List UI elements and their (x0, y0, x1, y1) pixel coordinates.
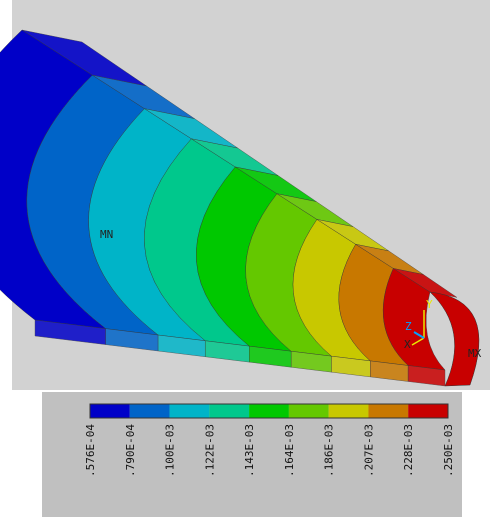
legend-label: .228E-03 (402, 424, 415, 477)
screen: MN MX Y Z X .576E-04 .790E-04 .100E-03 .122… (0, 0, 496, 517)
legend-label: .100E-03 (164, 424, 177, 477)
legend-label: .250E-03 (442, 424, 455, 477)
legend-swatch (90, 404, 130, 418)
legend-swatch (368, 404, 408, 418)
legend-label: .207E-03 (362, 424, 375, 477)
legend-swatch (209, 404, 249, 418)
max-label: MX (468, 347, 482, 360)
legend-swatch (408, 404, 448, 418)
triad-z: Z (405, 320, 412, 333)
legend-swatch (130, 404, 170, 418)
legend-swatch (170, 404, 210, 418)
legend-swatch (249, 404, 289, 418)
triad-x: X (404, 338, 411, 351)
legend-label: .576E-04 (84, 424, 97, 477)
legend-label: .790E-04 (124, 424, 137, 477)
legend-label: .186E-03 (323, 424, 336, 477)
legend-label: .164E-03 (283, 424, 296, 477)
legend-label: .122E-03 (203, 424, 216, 477)
legend-swatch (329, 404, 369, 418)
page: MN MX Y Z X .576E-04 .790E-04 .100E-03 .122… (0, 0, 496, 517)
min-label: MN (100, 228, 113, 241)
triad-y: Y (426, 298, 433, 311)
legend-label: .143E-03 (243, 424, 256, 477)
legend-swatch (289, 404, 329, 418)
